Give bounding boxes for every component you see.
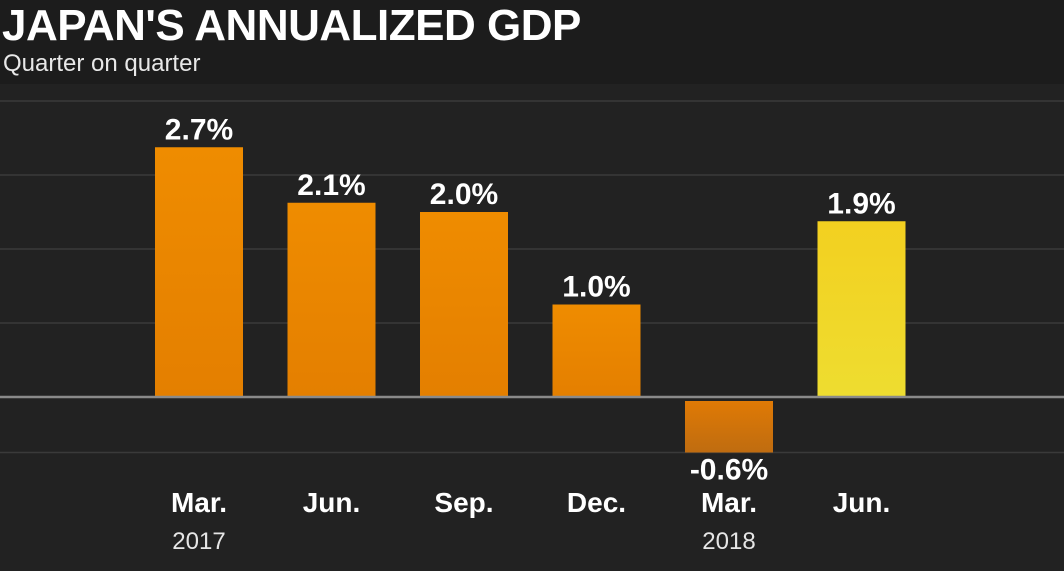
x-year-label: 2018: [702, 528, 755, 555]
x-tick-label: Jun.: [833, 487, 891, 518]
x-tick-label: Mar.: [171, 487, 227, 518]
bar: [420, 212, 508, 397]
x-year-label: 2017: [172, 528, 225, 555]
data-label: 1.0%: [562, 271, 630, 304]
data-label: 2.7%: [165, 113, 233, 146]
bar: [685, 401, 773, 453]
data-label: 1.9%: [827, 187, 895, 220]
data-label: 2.1%: [297, 169, 365, 202]
x-tick-label: Mar.: [701, 487, 757, 518]
x-tick-label: Dec.: [567, 487, 626, 518]
chart-subtitle: Quarter on quarter: [3, 50, 201, 77]
chart-title: JAPAN'S ANNUALIZED GDP: [2, 1, 581, 50]
bar: [817, 221, 906, 397]
bar: [155, 147, 243, 397]
bar: [552, 304, 641, 397]
header-band: JAPAN'S ANNUALIZED GDP Quarter on quarte…: [0, 0, 1064, 84]
x-tick-label: Jun.: [303, 487, 361, 518]
bar: [287, 202, 376, 397]
data-label: 2.0%: [430, 178, 498, 211]
x-tick-label: Sep.: [434, 487, 493, 518]
bar-chart: 2.7% Mar. 2017 2.1% Jun. 2.0% Sep. 1.0% Dec. -0.6…: [0, 100, 1064, 555]
data-label: -0.6%: [690, 454, 768, 487]
